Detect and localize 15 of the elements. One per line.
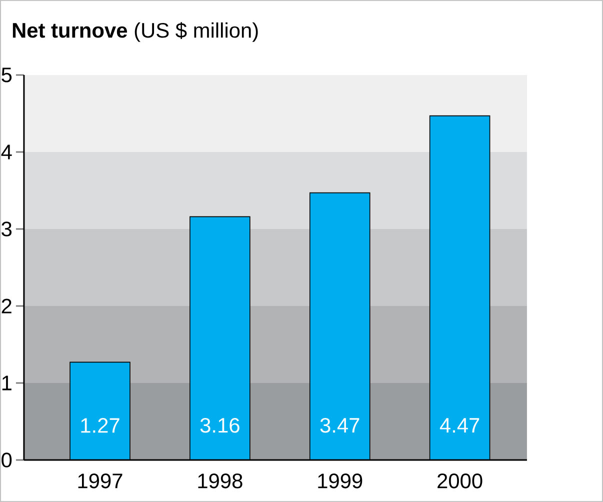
data-label: 4.47: [440, 418, 480, 433]
x-tick-label: 2000: [438, 474, 482, 488]
x-tick-label: 1999: [318, 474, 362, 488]
y-tick-label: 0: [2, 452, 12, 468]
y-tick-label: 3: [2, 222, 12, 236]
chart-title: Net turnove (US $ million): [12, 22, 258, 42]
data-label: 3.16: [200, 418, 240, 433]
y-tick-label: 2: [2, 298, 12, 314]
y-tick-label: 5: [2, 68, 12, 82]
x-tick-label: 1997: [78, 474, 122, 488]
x-tick-label: 1998: [198, 474, 242, 488]
y-tick-label: 1: [2, 376, 12, 390]
y-tick-label: 4: [1, 144, 12, 160]
data-label: 1.27: [81, 418, 120, 433]
data-label: 3.47: [320, 418, 360, 433]
